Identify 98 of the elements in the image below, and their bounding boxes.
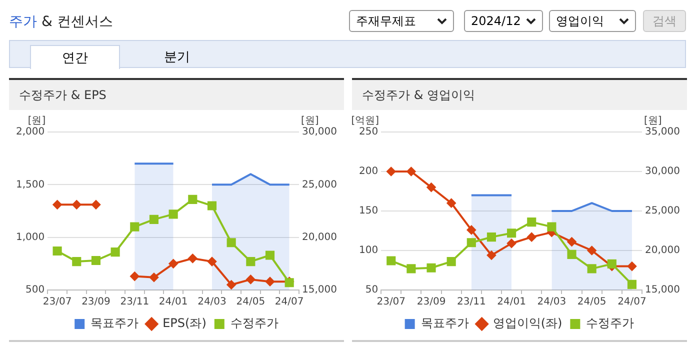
point [426,182,436,192]
y2-tick-label: 20,000 [302,232,338,243]
y2-tick-label: 15,000 [645,284,680,296]
chart-title: 수정주가 & EPS [9,78,344,110]
y2-axis-title: [원] [301,116,319,127]
point [507,238,516,248]
point [149,272,158,282]
point [265,250,275,260]
point [52,200,62,210]
legend-label: EPS(좌) [162,316,206,330]
point [627,262,636,271]
y2-tick-label: 15,000 [302,284,338,296]
point [547,222,556,232]
point [466,225,476,234]
point [567,237,576,246]
y2-tick-label: 30,000 [302,126,338,138]
x-tick-label: 24/05 [577,296,606,308]
point [386,256,396,266]
point [91,256,101,266]
point [130,222,140,232]
point [607,259,616,268]
text: 2024/12 [471,14,521,28]
text: 연간 [30,45,120,69]
y-tick-label: 1,500 [16,179,45,190]
point [406,167,416,176]
point [446,198,456,208]
y-tick-label: 50 [365,284,378,296]
point [207,257,216,266]
y2-tick-label: 35,000 [645,126,680,138]
y-tick-label: 150 [358,206,378,217]
text: 주재무제표 [356,12,416,30]
point [188,194,198,204]
x-tick-label: 24/07 [618,296,646,308]
y2-tick-label: 30,000 [645,166,680,178]
y2-tick-label: 20,000 [645,245,680,256]
point [226,280,236,290]
text: 주가 & 컨센서스 [9,13,113,31]
point [567,250,576,259]
legend-label: 수정주가 [586,316,634,330]
point [386,167,396,176]
point [226,238,236,248]
point [168,210,178,219]
text: 영업이익 [556,12,604,30]
chart-title: 수정주가 & 영업이익 [352,78,687,110]
x-tick-label: 24/03 [537,296,566,308]
x-tick-label: 24/01 [158,296,188,308]
point [110,248,120,257]
y2-tick-label: 25,000 [645,206,680,217]
point [246,274,256,284]
point [527,232,536,242]
y-axis-title: [원] [28,116,46,127]
y-tick-label: 100 [358,245,378,256]
legend-label: 영업이익(좌) [492,316,562,330]
x-tick-label: 23/09 [82,296,110,308]
y-tick-label: 200 [358,166,378,178]
y2-axis-title: [원] [644,116,662,127]
point [466,238,476,248]
legend-label: 목표주가 [420,316,469,330]
point [587,246,596,255]
x-tick-label: 23/09 [416,296,446,308]
point [72,257,82,266]
point [130,272,140,281]
point [406,264,416,274]
text: 검색 [643,10,686,32]
point [91,200,100,210]
point [507,228,516,238]
x-tick-label: 23/07 [42,296,72,308]
point [587,264,596,274]
x-tick-label: 23/11 [456,296,486,308]
point [188,254,198,263]
point [527,218,536,227]
point [486,250,496,260]
legend-label: 수정주가 [230,316,278,330]
point [486,232,496,242]
point [246,257,256,266]
y-axis-title: [억원] [351,116,380,127]
x-tick-label: 23/11 [120,296,150,308]
legend-label: 목표주가 [90,316,139,330]
x-tick-label: 23/07 [376,296,406,308]
y-tick-label: 250 [358,126,378,138]
x-tick-label: 24/07 [274,296,304,308]
y2-tick-label: 25,000 [302,179,338,190]
point [72,200,82,210]
point [627,280,637,290]
point [426,263,436,272]
point [149,214,159,224]
x-tick-label: 24/01 [497,296,526,308]
point [168,259,178,268]
point [446,257,456,266]
text: 분기 [163,49,191,67]
point [266,277,275,286]
y-tick-label: 2,000 [16,126,45,138]
point [207,201,217,210]
y-tick-label: 1,000 [16,232,45,243]
point [52,246,62,256]
y-tick-label: 500 [26,284,45,296]
x-tick-label: 24/03 [198,296,226,308]
x-tick-label: 24/05 [236,296,266,308]
